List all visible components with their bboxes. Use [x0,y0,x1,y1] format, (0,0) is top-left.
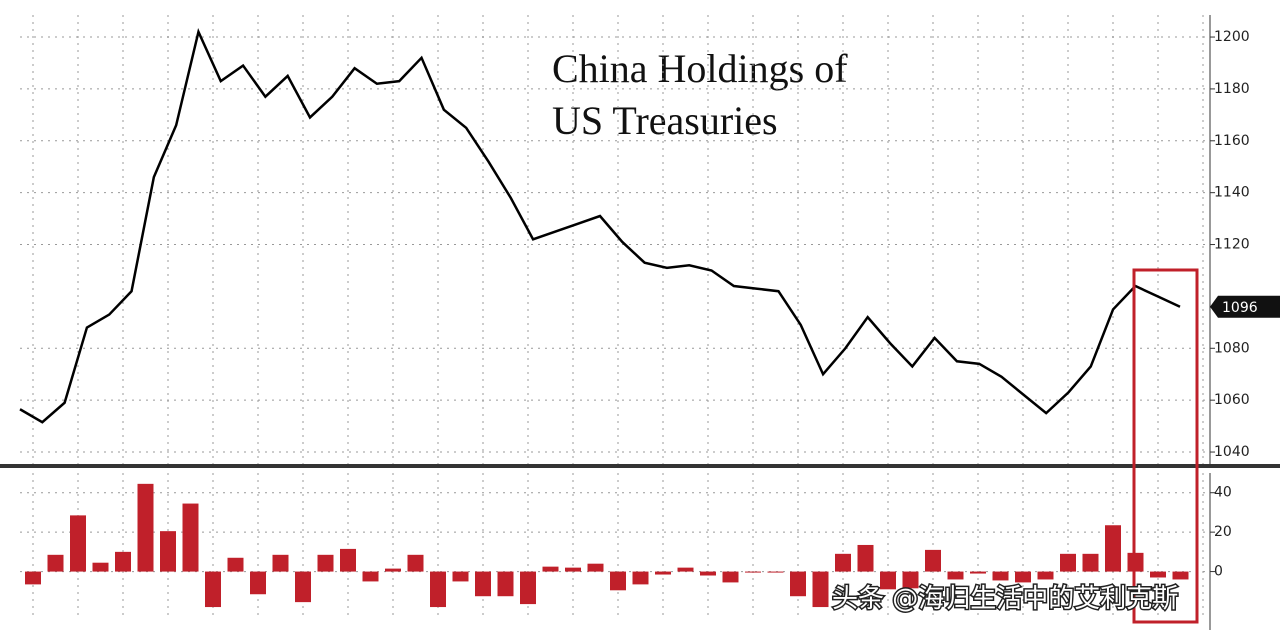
bar [1172,571,1189,580]
bar [610,571,626,591]
bar [790,571,806,597]
bar [295,571,311,603]
panel-separator [0,464,1280,468]
bar [587,563,604,572]
bar [47,554,64,572]
y-tick-label: 1060 [1214,392,1250,408]
bar [475,571,491,597]
bar [160,531,176,572]
bar [70,515,86,572]
bar [1037,571,1054,580]
bar [812,571,829,608]
last-value-marker [1210,295,1280,318]
bar [835,553,851,572]
bar [497,571,514,597]
watermark: 头条 @海归生活中的艾利克斯 [832,584,1178,614]
y-tick-label: 1080 [1214,340,1250,356]
bar [542,566,559,572]
bar [1015,571,1031,583]
bar [655,571,671,575]
bar [362,571,379,582]
last-value-label: 1096 [1222,300,1258,316]
bar [407,554,424,572]
y-tick-label: 1160 [1214,133,1250,149]
bar [880,571,896,590]
bar [182,503,199,572]
y-tick-label: 1040 [1214,444,1250,460]
bar [1060,553,1076,572]
bar [1082,553,1099,572]
bar [767,571,784,573]
y-tick-label: 20 [1214,524,1232,540]
chart-title: China Holdings of [552,46,848,91]
bar [565,567,581,572]
bar [632,571,649,585]
line [19,28,1181,424]
bar [722,571,739,583]
bar [250,571,266,595]
bar [205,571,221,608]
bar [970,571,986,574]
bar [1105,525,1121,572]
bar [115,551,131,572]
y-tick-label: 1200 [1214,29,1250,45]
bar [857,544,874,572]
bar [385,568,401,572]
bar [677,567,694,572]
bar [317,554,334,572]
bar [227,557,244,572]
y-tick-label: 40 [1214,485,1232,501]
y-tick-label: 0 [1214,564,1223,580]
bar [992,571,1009,581]
bar [902,571,919,589]
bar [92,562,109,572]
bar [452,571,469,582]
highlight-box [1132,268,1199,624]
bar [340,548,356,572]
bar [700,571,716,576]
bar [272,554,289,572]
bar [520,571,536,605]
y-tick-label: 1180 [1214,81,1250,97]
bar [745,571,761,573]
bar [430,571,446,608]
bar [925,549,941,572]
y-tick-label: 1120 [1214,237,1250,253]
bar [137,483,154,572]
bar [25,571,41,585]
bar [1150,571,1166,578]
chart-title: US Treasuries [552,98,778,143]
y-tick-label: 1140 [1214,185,1250,201]
bar [947,571,964,580]
